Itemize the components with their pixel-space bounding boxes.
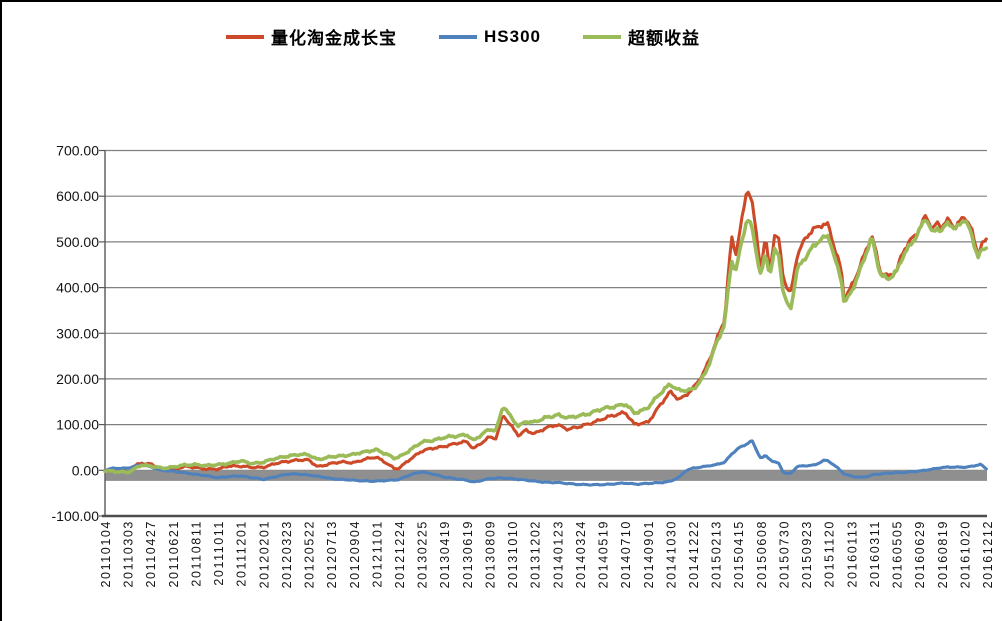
x-axis-tick-label: 20120713: [325, 520, 339, 588]
x-axis-tick-label: 20161020: [958, 520, 972, 588]
x-axis-tick-label: 20110104: [99, 520, 113, 588]
x-axis-tick-label: 20160311: [868, 520, 882, 588]
x-axis-tick-label: 20150730: [778, 520, 792, 588]
y-axis-tick-label: -100.00: [52, 508, 100, 524]
x-axis-tick-label: 20121101: [370, 520, 384, 588]
chart-legend: 量化淘金成长宝 HS300 超额收益: [226, 24, 700, 49]
legend-item-quant-gold-growth: 量化淘金成长宝: [226, 24, 397, 49]
y-axis-tick-label: 300.00: [56, 325, 99, 341]
x-axis-tick-label: 20160819: [936, 520, 950, 588]
x-axis-tick-label: 20141222: [687, 520, 701, 588]
x-axis-tick-label: 20150213: [710, 520, 724, 588]
x-axis-tick-label: 20160505: [891, 520, 905, 588]
x-axis-tick-label: 20140123: [551, 520, 565, 588]
x-axis-tick-label: 20160113: [845, 520, 859, 588]
x-axis-tick-label: 20131202: [529, 520, 543, 588]
legend-dash-icon: [582, 34, 621, 39]
y-axis-tick-label: 0.00: [72, 462, 99, 478]
series-line-quant-gold-growth: [103, 190, 988, 473]
x-axis-tick-label: 20161212: [981, 520, 995, 588]
x-axis-tick-label: 20130619: [461, 520, 475, 588]
y-axis-tick-label: 100.00: [56, 417, 99, 433]
x-axis-tick-label: 20150923: [800, 520, 814, 588]
x-axis-tick-label: 20111011: [212, 520, 226, 586]
y-axis-tick-label: 200.00: [56, 371, 99, 387]
x-axis-tick-label: 20160629: [913, 520, 927, 588]
legend-item-hs300: HS300: [439, 27, 541, 47]
y-axis-tick-label: 700.00: [56, 143, 99, 159]
x-axis-tick-label: 20140710: [619, 520, 633, 588]
x-axis-tick-label: 20150415: [732, 520, 746, 588]
x-axis-tick-label: 20110811: [190, 520, 204, 587]
x-axis-tick-label: 20130419: [438, 520, 452, 588]
x-axis-tick-label: 20140519: [597, 520, 611, 588]
legend-label: 量化淘金成长宝: [271, 29, 397, 48]
x-axis-tick-label: 20141030: [664, 520, 678, 588]
legend-label: HS300: [484, 26, 541, 46]
x-axis-tick-label: 20110427: [144, 520, 158, 588]
zero-axis-band: [105, 470, 987, 481]
y-axis-tick-label: 400.00: [56, 280, 99, 296]
x-axis-tick-label: 20140901: [642, 520, 656, 588]
y-axis-tick-label: 600.00: [56, 188, 99, 204]
x-axis-tick-label: 20120323: [280, 520, 294, 588]
x-axis-tick-label: 20121224: [393, 520, 407, 588]
x-axis-tick-label: 20150608: [755, 520, 769, 588]
x-axis-tick-label: 20140324: [574, 520, 588, 588]
x-axis-tick-label: 20131010: [506, 520, 520, 588]
x-axis-tick-label: 20130225: [416, 520, 430, 588]
x-axis-tick-label: 20120904: [348, 520, 362, 588]
x-axis-tick-label: 20111201: [235, 520, 249, 587]
series-line-hs300: [103, 439, 988, 487]
x-axis-tick-label: 20130809: [484, 520, 498, 588]
series-line-excess-return: [103, 218, 989, 475]
legend-label: 超额收益: [627, 29, 700, 48]
x-axis-tick-label: 20120201: [257, 520, 271, 588]
x-axis-tick-label: 20151120: [823, 520, 837, 588]
legend-dash-icon: [439, 34, 477, 39]
x-axis-tick-label: 20110621: [167, 520, 181, 588]
legend-item-excess-return: 超额收益: [582, 24, 700, 49]
legend-dash-icon: [226, 34, 264, 39]
y-axis-tick-label: 500.00: [56, 234, 99, 250]
x-axis-tick-label: 20110303: [122, 520, 136, 588]
x-axis-tick-label: 20120522: [303, 520, 317, 588]
